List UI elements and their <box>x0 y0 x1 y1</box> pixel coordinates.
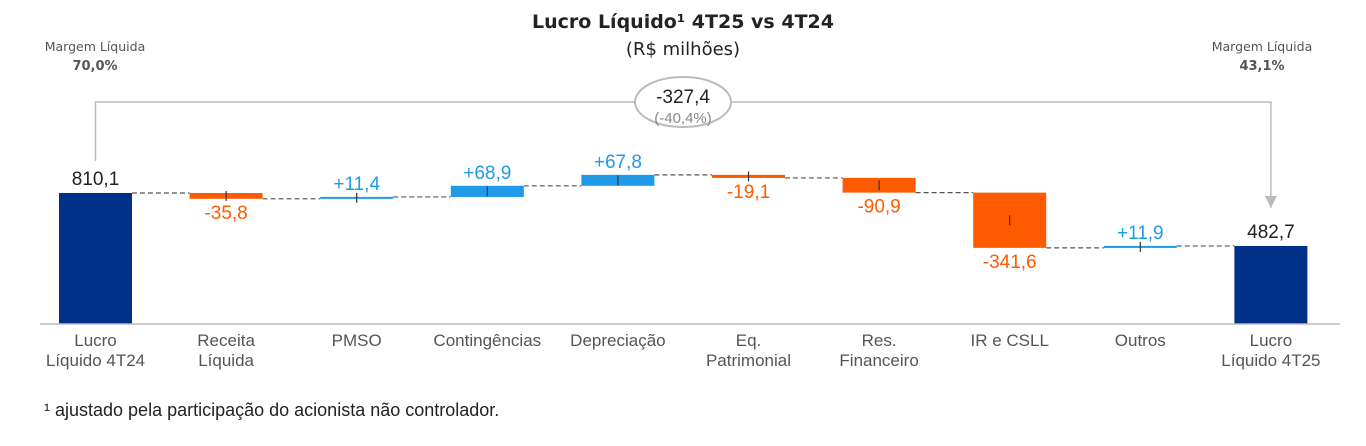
variation-value: -327,4 <box>656 87 710 108</box>
waterfall-chart: Lucro Líquido¹ 4T25 vs 4T24 (R$ milhões)… <box>40 11 1340 370</box>
value-label-0: 810,1 <box>72 169 120 190</box>
connector-lines <box>132 174 1235 249</box>
variation-bubble <box>634 76 732 128</box>
category-label-4: Depreciação <box>570 331 665 350</box>
value-labels: 810,1 -35,8 +11,4 +68,9 +67,8 -19,1 -90,9 -341,… <box>72 152 1295 273</box>
bar-ticks <box>225 171 1141 252</box>
category-label-3: Contingências <box>433 331 541 350</box>
value-label-2: +11,4 <box>333 174 380 195</box>
category-label-2: PMSO <box>332 331 382 350</box>
category-label-0: Lucro Líquido 4T24 <box>46 331 145 370</box>
value-label-5: -19,1 <box>727 182 770 203</box>
variation-percent: (-40,4%) <box>654 110 712 127</box>
bars <box>59 174 1308 324</box>
category-label-7: IR e CSLL <box>970 331 1048 350</box>
value-label-1: -35,8 <box>204 203 247 224</box>
chart-title: Lucro Líquido¹ 4T25 vs 4T24 <box>532 11 834 33</box>
right-margin-label: Margem Líquida <box>1212 39 1313 54</box>
value-label-6: -90,9 <box>857 197 900 218</box>
right-margin-value: 43,1% <box>1239 59 1284 74</box>
category-labels: Lucro Líquido 4T24 Receita Líquida PMSO Conti… <box>46 331 1321 370</box>
value-label-3: +68,9 <box>463 163 511 184</box>
left-margin-value: 70,0% <box>72 59 117 74</box>
category-label-1: Receita Líquida <box>197 331 255 370</box>
bracket-arrowhead <box>1264 195 1277 208</box>
category-label-9: Lucro Líquido 4T25 <box>1221 331 1320 370</box>
category-label-6: Res. Financeiro <box>839 331 918 370</box>
footnote: ¹ ajustado pela participação do acionist… <box>44 400 500 420</box>
chart-subtitle: (R$ milhões) <box>626 39 740 60</box>
value-label-4: +67,8 <box>594 152 642 173</box>
category-label-5: Eq. Patrimonial <box>706 331 791 370</box>
left-margin-label: Margem Líquida <box>45 39 146 54</box>
value-label-7: -341,6 <box>983 252 1037 273</box>
value-label-8: +11,9 <box>1117 223 1164 244</box>
value-label-9: 482,7 <box>1247 222 1295 243</box>
category-label-8: Outros <box>1115 331 1166 350</box>
bar-9 <box>1234 245 1308 324</box>
bar-0 <box>59 193 132 324</box>
